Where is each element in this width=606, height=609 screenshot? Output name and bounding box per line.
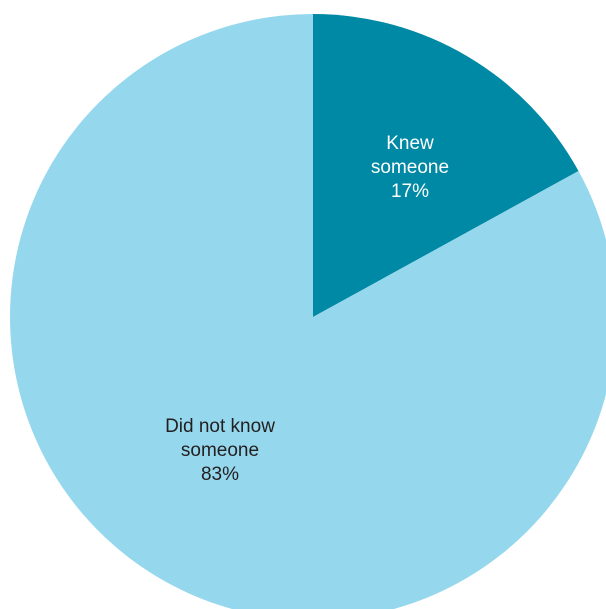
pie-slice-1 — [10, 14, 606, 609]
slices-layer — [10, 14, 606, 609]
pie-slice-label-0: Knew someone 17% — [371, 133, 449, 202]
pie-slice-label-line: Did not know — [165, 416, 275, 437]
pie-slice-label-1: Did not know someone 83% — [165, 416, 275, 485]
pie-slice-label-line: someone — [371, 157, 449, 178]
pie-slice-label-line: someone — [181, 440, 259, 461]
pie-slice-value-label: 83% — [201, 464, 239, 485]
labels-layer: Knew someone 17% Did not know someone 83% — [165, 133, 449, 485]
pie-slice-0 — [313, 14, 579, 317]
pie-slice-label-line: Knew — [386, 133, 434, 154]
pie-slice-value-label: 17% — [391, 181, 429, 202]
